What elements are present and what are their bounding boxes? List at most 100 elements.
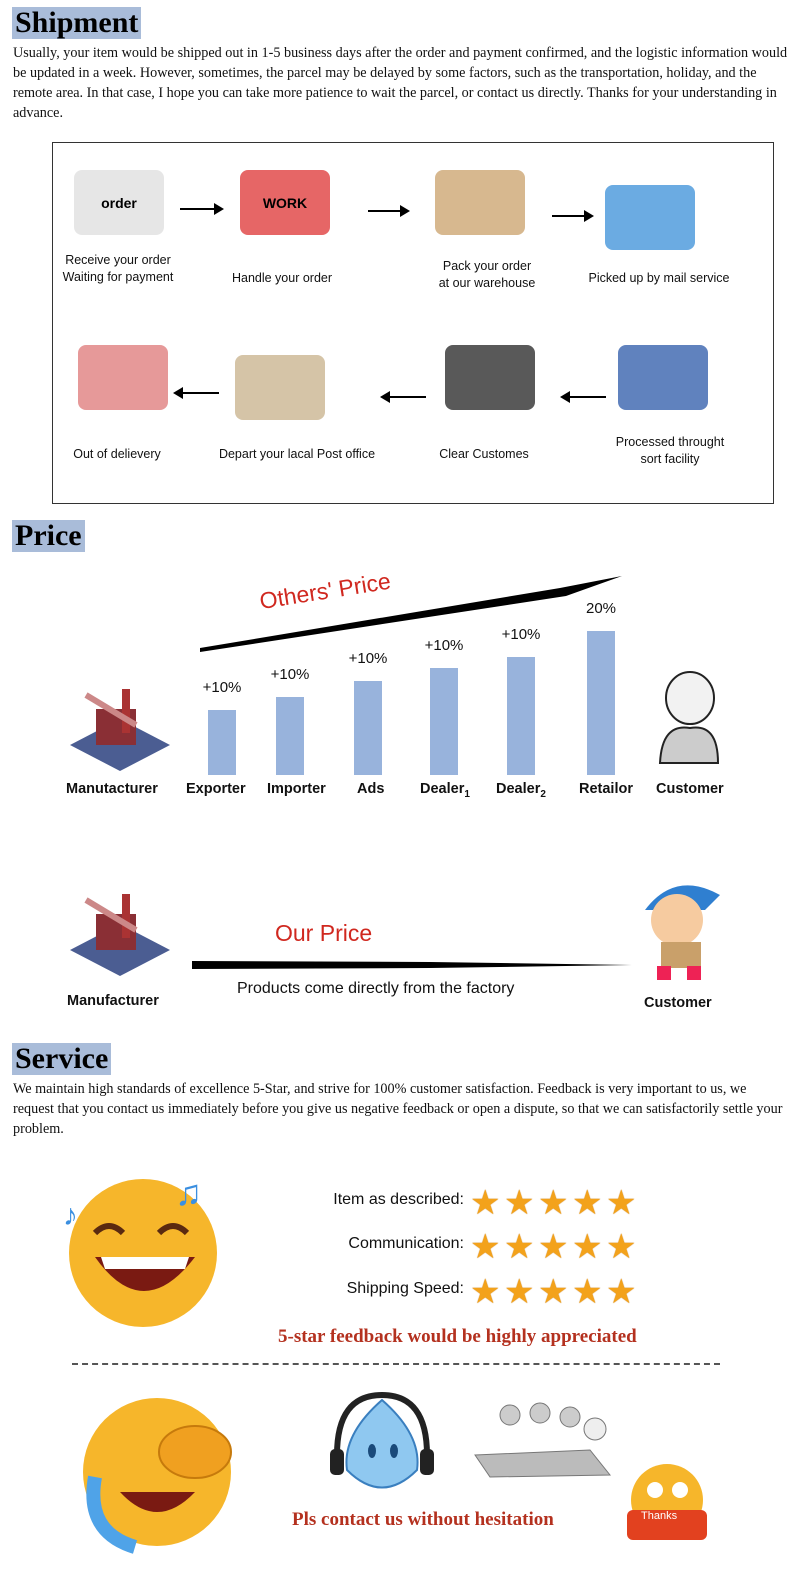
star-icon: ★ [504, 1228, 535, 1266]
factory-icon [66, 685, 174, 775]
star-icon: ★ [504, 1273, 535, 1311]
rating-stars: ★ ★ ★ ★ ★ [470, 1273, 637, 1311]
boy-customer-icon [625, 870, 730, 982]
rating-label: Shipping Speed: [346, 1280, 464, 1297]
price-bar [507, 657, 535, 775]
our-price-label: Our Price [275, 920, 373, 946]
star-icon: ★ [538, 1228, 569, 1266]
step-label-line1: Clear Customes [439, 447, 529, 461]
arrow-left-icon [380, 391, 426, 403]
arrow-left-icon [173, 387, 219, 399]
crying-emoji-icon [75, 1382, 240, 1554]
step-label-line1: Depart your lacal Post office [218, 447, 376, 461]
gift-person-icon [68, 335, 178, 420]
price-increase-label: +10% [270, 666, 310, 683]
shipment-title: Shipment [12, 7, 142, 39]
rating-label: Item as described: [333, 1191, 464, 1208]
boxes-icon [425, 160, 535, 245]
others-price-arrow-icon [200, 576, 622, 652]
delivery-truck-icon [225, 345, 335, 430]
service-text: We maintain high standards of excellence… [13, 1081, 783, 1137]
work-printer-icon: WORK [230, 160, 340, 245]
feedback-request: 5-star feedback would be highly apprecia… [278, 1326, 637, 1347]
chain-label: Manutacturer [66, 781, 158, 797]
thanks-emoji-icon [625, 1460, 710, 1560]
star-icon: ★ [470, 1228, 501, 1266]
rating-label: Communication: [348, 1235, 464, 1252]
star-icon: ★ [572, 1228, 603, 1266]
chain-name: Dealer [420, 781, 465, 797]
our-price-subtitle: Products come directly from the factory [237, 980, 515, 997]
price-increase-label: +10% [424, 637, 464, 654]
price-bar [354, 681, 382, 775]
rating-stars: ★ ★ ★ ★ ★ [470, 1184, 637, 1222]
our-price-arrow-icon [192, 961, 632, 969]
chain-label: Dealer1 [420, 781, 470, 800]
svg-text:♪: ♪ [63, 1199, 78, 1232]
laughing-emoji-icon: ♫ ♪ [55, 1165, 235, 1330]
star-icon: ★ [572, 1184, 603, 1222]
step-label: Receive your order Waiting for payment [33, 252, 203, 286]
step-label: Processed throught sort facility [585, 434, 755, 468]
step-label: Pack your order at our warehouse [402, 258, 572, 292]
star-icon: ★ [504, 1184, 535, 1222]
sad-customer-icon [652, 668, 722, 768]
price-bar [587, 631, 615, 775]
chain-label: Customer [656, 781, 724, 797]
chain-label: Retailor [579, 781, 633, 797]
star-icon: ★ [470, 1184, 501, 1222]
star-icon: ★ [606, 1273, 637, 1311]
step-label-line2: at our warehouse [438, 276, 536, 290]
service-title: Service [12, 1043, 112, 1075]
chain-name: Retailor [579, 781, 633, 797]
computer-order-icon: order [64, 160, 174, 245]
our-from-label: Manufacturer [67, 993, 159, 1009]
shipment-flow [52, 142, 774, 504]
step-label: Out of delievery [32, 446, 202, 463]
factory-icon [66, 890, 174, 980]
star-icon: ★ [572, 1273, 603, 1311]
shipment-text: Usually, your item would be shipped out … [13, 45, 788, 121]
customs-officer-icon [435, 335, 545, 420]
headset-support-icon [322, 1385, 440, 1510]
arrow-right-icon [552, 210, 594, 222]
chain-sub: 1 [464, 788, 470, 800]
step-label-line2: Waiting for payment [62, 270, 174, 284]
contact-request: Pls contact us without hesitation [292, 1509, 554, 1530]
star-icon: ★ [606, 1228, 637, 1266]
chain-name: Customer [656, 781, 724, 797]
price-increase-label: +10% [348, 650, 388, 667]
chain-name: Dealer [496, 781, 541, 797]
star-icon: ★ [538, 1273, 569, 1311]
chain-label: Exporter [186, 781, 246, 797]
arrow-right-icon [368, 205, 410, 217]
step-label: Clear Customes [399, 446, 569, 463]
step-label-line1: Receive your order [65, 253, 171, 267]
chain-name: Exporter [186, 781, 246, 797]
price-increase-label: +10% [501, 626, 541, 643]
step-label-line1: Handle your order [231, 271, 333, 285]
step-label-line1: Picked up by mail service [588, 271, 730, 285]
step-label: Depart your lacal Post office [212, 446, 382, 463]
truck-forklift-icon [595, 175, 705, 260]
chain-name: Importer [267, 781, 326, 797]
step-label: Picked up by mail service [574, 270, 744, 287]
price-title: Price [12, 520, 85, 552]
support-team-icon [470, 1395, 615, 1480]
divider [72, 1363, 720, 1365]
step-label-line2: sort facility [640, 452, 700, 466]
rating-stars: ★ ★ ★ ★ ★ [470, 1228, 637, 1266]
chain-label: Ads [357, 781, 384, 797]
step-label: Handle your order [197, 270, 367, 287]
star-icon: ★ [470, 1273, 501, 1311]
price-bar [208, 710, 236, 775]
price-bar [430, 668, 458, 775]
arrow-right-icon [180, 203, 224, 215]
globe-parcels-icon [608, 335, 718, 420]
chain-sub: 2 [540, 788, 546, 800]
star-icon: ★ [606, 1184, 637, 1222]
star-icon: ★ [538, 1184, 569, 1222]
chain-name: Ads [357, 781, 385, 797]
svg-text:♫: ♫ [175, 1172, 202, 1213]
price-increase-label: +10% [202, 679, 242, 696]
